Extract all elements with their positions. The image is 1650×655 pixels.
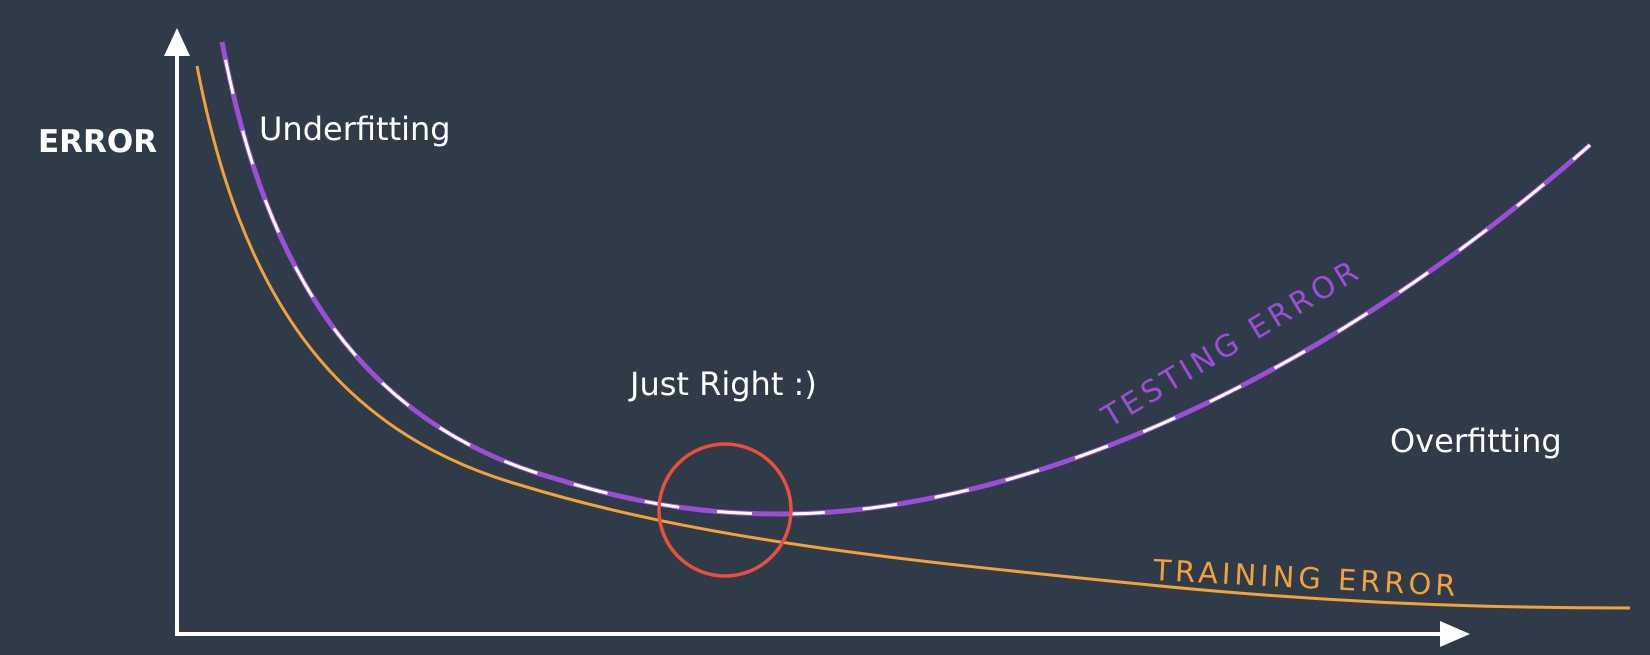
arrow-right-icon	[1440, 621, 1470, 647]
y-axis-label: ERROR	[38, 124, 157, 160]
just-right-label: Just Right :)	[628, 365, 817, 403]
just-right-highlight-circle	[657, 442, 793, 578]
training-error-curve	[195, 65, 1631, 610]
overfitting-label: Overfitting	[1390, 422, 1562, 460]
underfitting-label: Underfitting	[259, 110, 451, 148]
testing-error-label: TESTING ERROR	[1095, 252, 1367, 435]
training-error-label: TRAINING ERROR	[1152, 553, 1461, 603]
testing-error-curve-dashes	[220, 41, 1591, 516]
arrow-up-icon	[164, 28, 190, 56]
